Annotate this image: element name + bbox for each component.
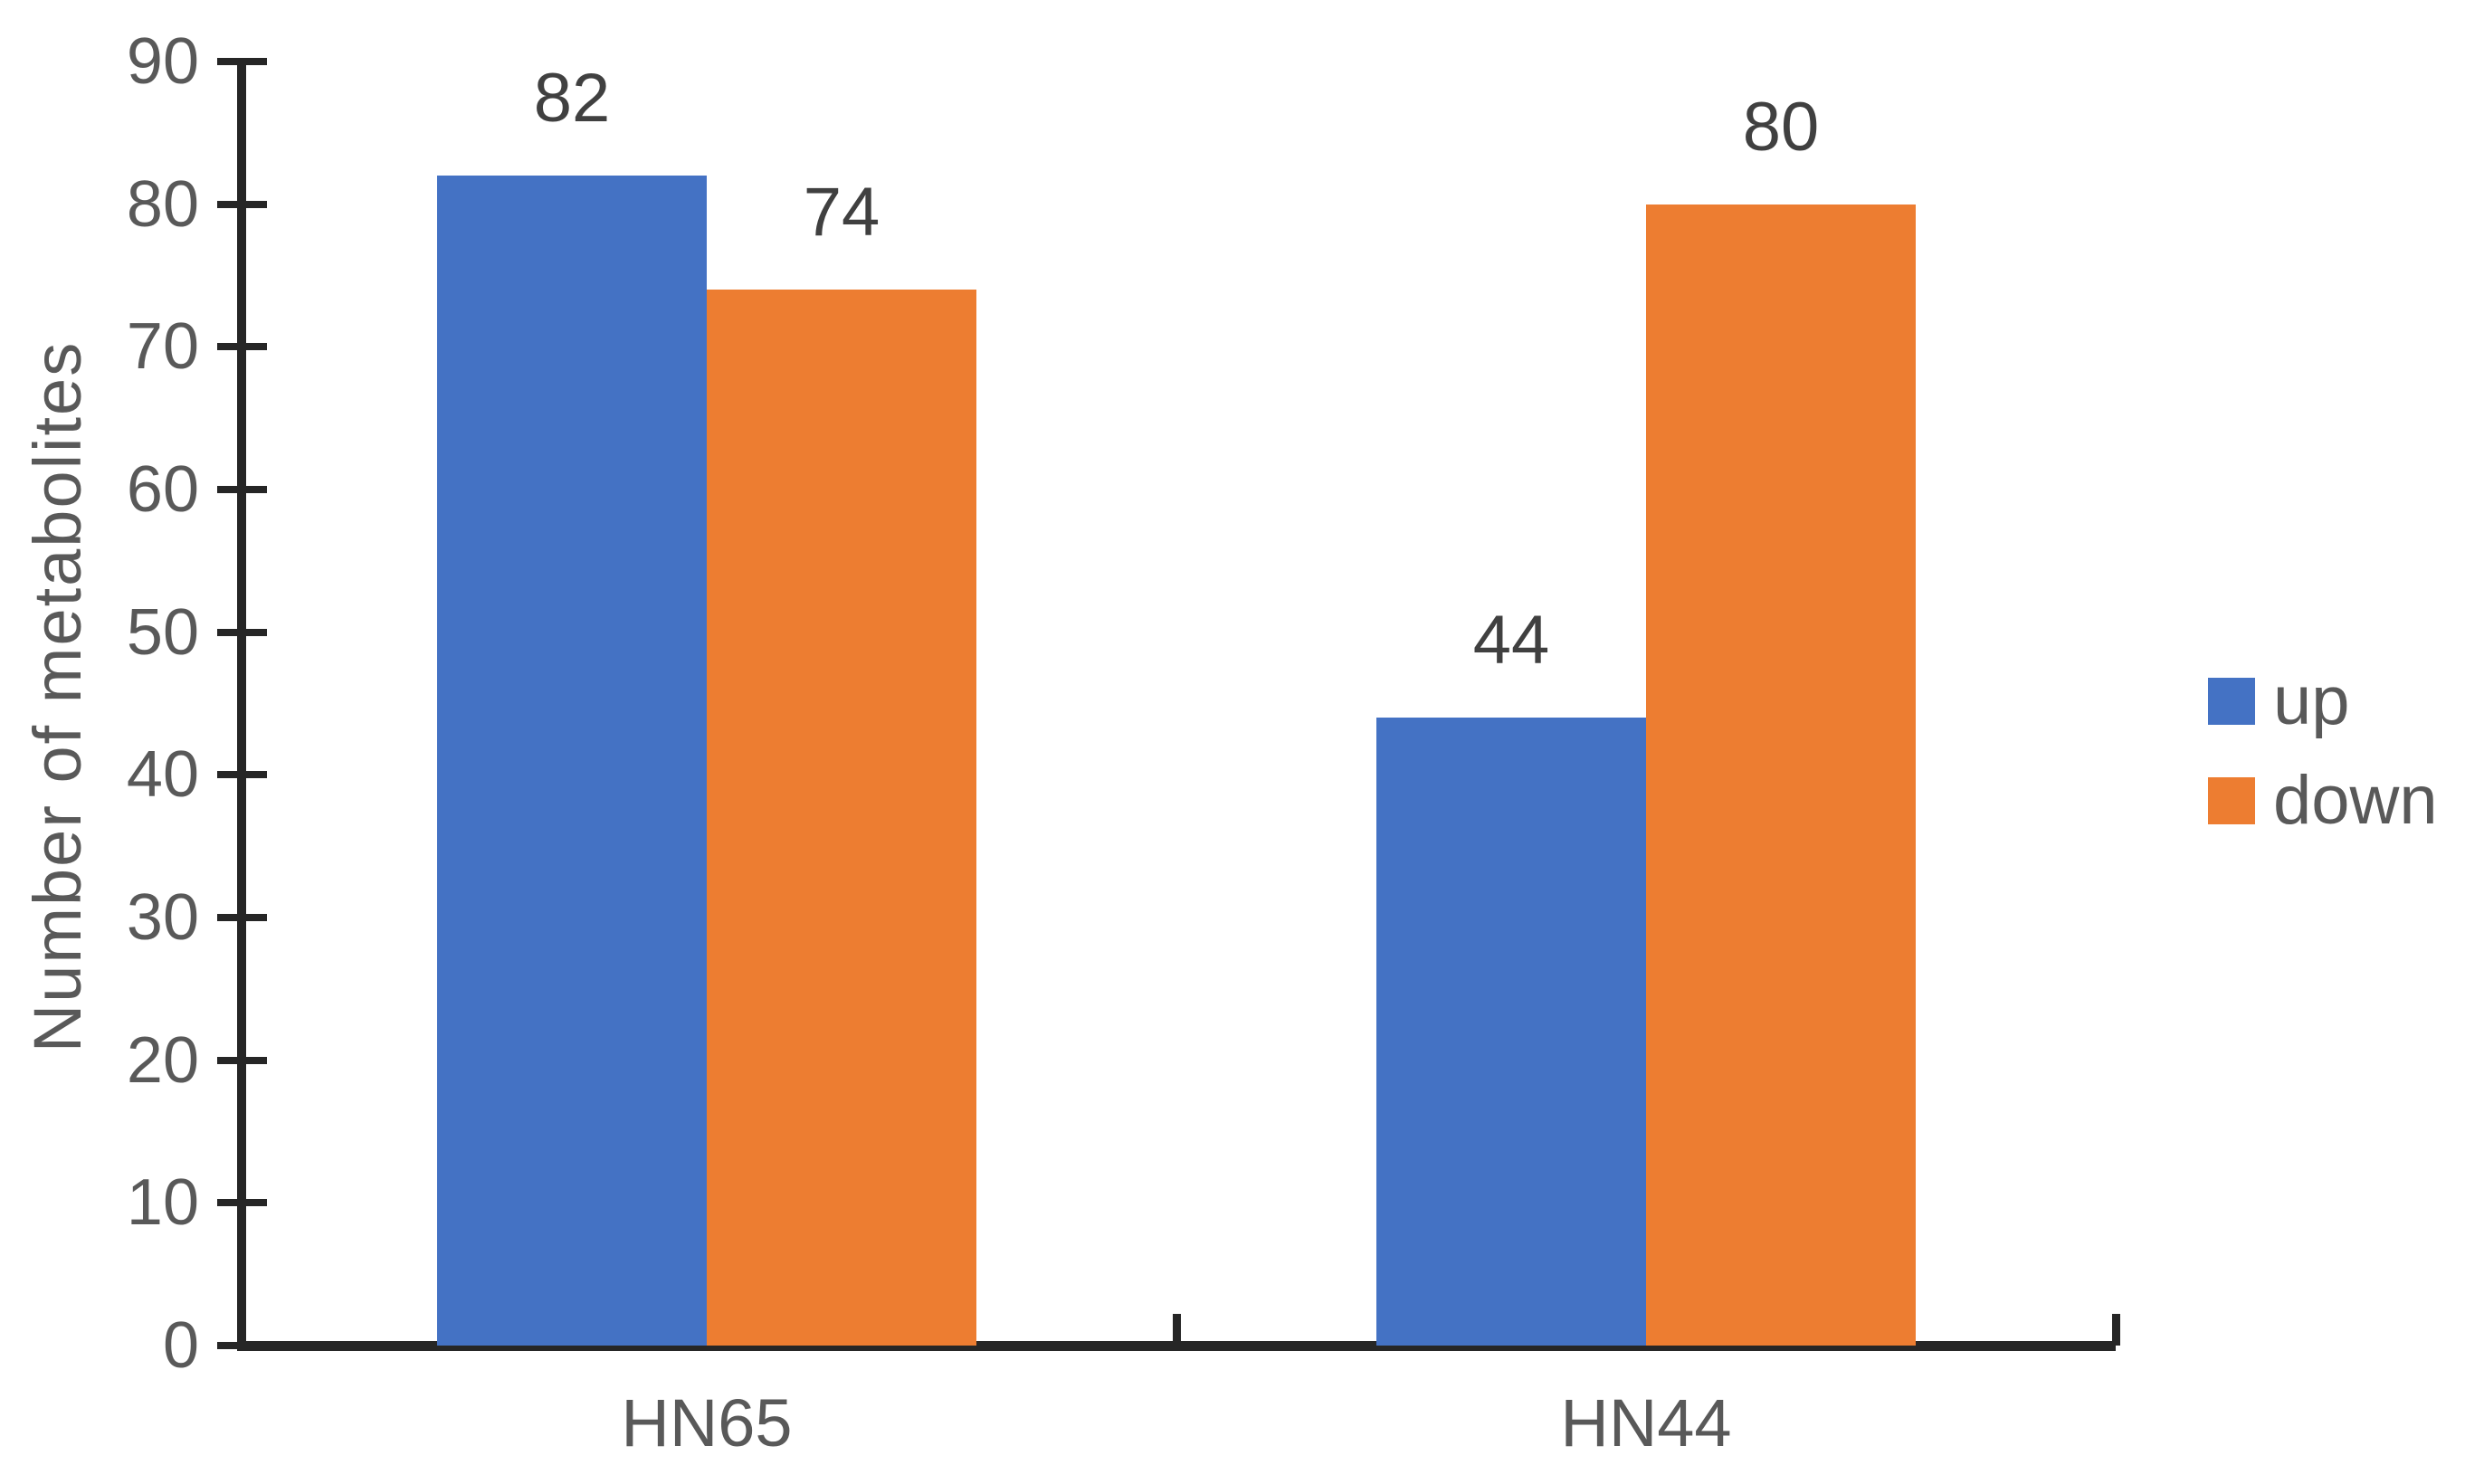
y-tick-label-60: 60 <box>126 453 199 526</box>
x-category-label-hn44: HN44 <box>1560 1385 1732 1460</box>
y-tick-mark-70 <box>217 343 267 350</box>
x-axis-tick-1 <box>1173 1314 1181 1346</box>
y-tick-mark-30 <box>217 914 267 921</box>
bar-label-down-hn65: 74 <box>803 174 880 251</box>
bar-down-hn65 <box>707 290 976 1346</box>
y-tick-mark-50 <box>217 629 267 636</box>
legend-swatch-up <box>2208 678 2255 725</box>
y-tick-label-50: 50 <box>126 596 199 669</box>
y-tick-label-40: 40 <box>126 738 199 811</box>
y-tick-mark-80 <box>217 201 267 208</box>
bar-down-hn44 <box>1646 205 1916 1346</box>
legend-item-up: up <box>2208 667 2350 736</box>
x-axis-tick-2 <box>2112 1314 2120 1346</box>
y-tick-mark-40 <box>217 771 267 778</box>
legend-item-down: down <box>2208 766 2438 835</box>
y-tick-label-20: 20 <box>126 1024 199 1097</box>
y-tick-mark-20 <box>217 1057 267 1064</box>
y-tick-label-10: 10 <box>126 1166 199 1239</box>
bar-up-hn44 <box>1376 718 1646 1346</box>
legend-label-up: up <box>2273 662 2350 739</box>
x-axis-line <box>237 1341 2116 1351</box>
y-tick-label-30: 30 <box>126 881 199 954</box>
bar-label-down-hn44: 80 <box>1742 89 1820 166</box>
y-tick-mark-90 <box>217 58 267 65</box>
x-category-label-hn65: HN65 <box>621 1385 793 1460</box>
bar-label-up-hn44: 44 <box>1472 602 1550 679</box>
bar-up-hn65 <box>437 176 707 1346</box>
legend-label-down: down <box>2273 762 2438 839</box>
y-axis-line <box>237 58 246 1351</box>
y-tick-label-0: 0 <box>162 1309 199 1382</box>
bar-label-up-hn65: 82 <box>533 60 611 137</box>
y-tick-mark-0 <box>217 1342 267 1349</box>
legend-swatch-down <box>2208 777 2255 824</box>
y-tick-label-80: 80 <box>126 168 199 241</box>
y-tick-label-90: 90 <box>126 25 199 98</box>
y-tick-mark-60 <box>217 486 267 493</box>
y-tick-mark-10 <box>217 1199 267 1206</box>
y-tick-label-70: 70 <box>126 310 199 383</box>
